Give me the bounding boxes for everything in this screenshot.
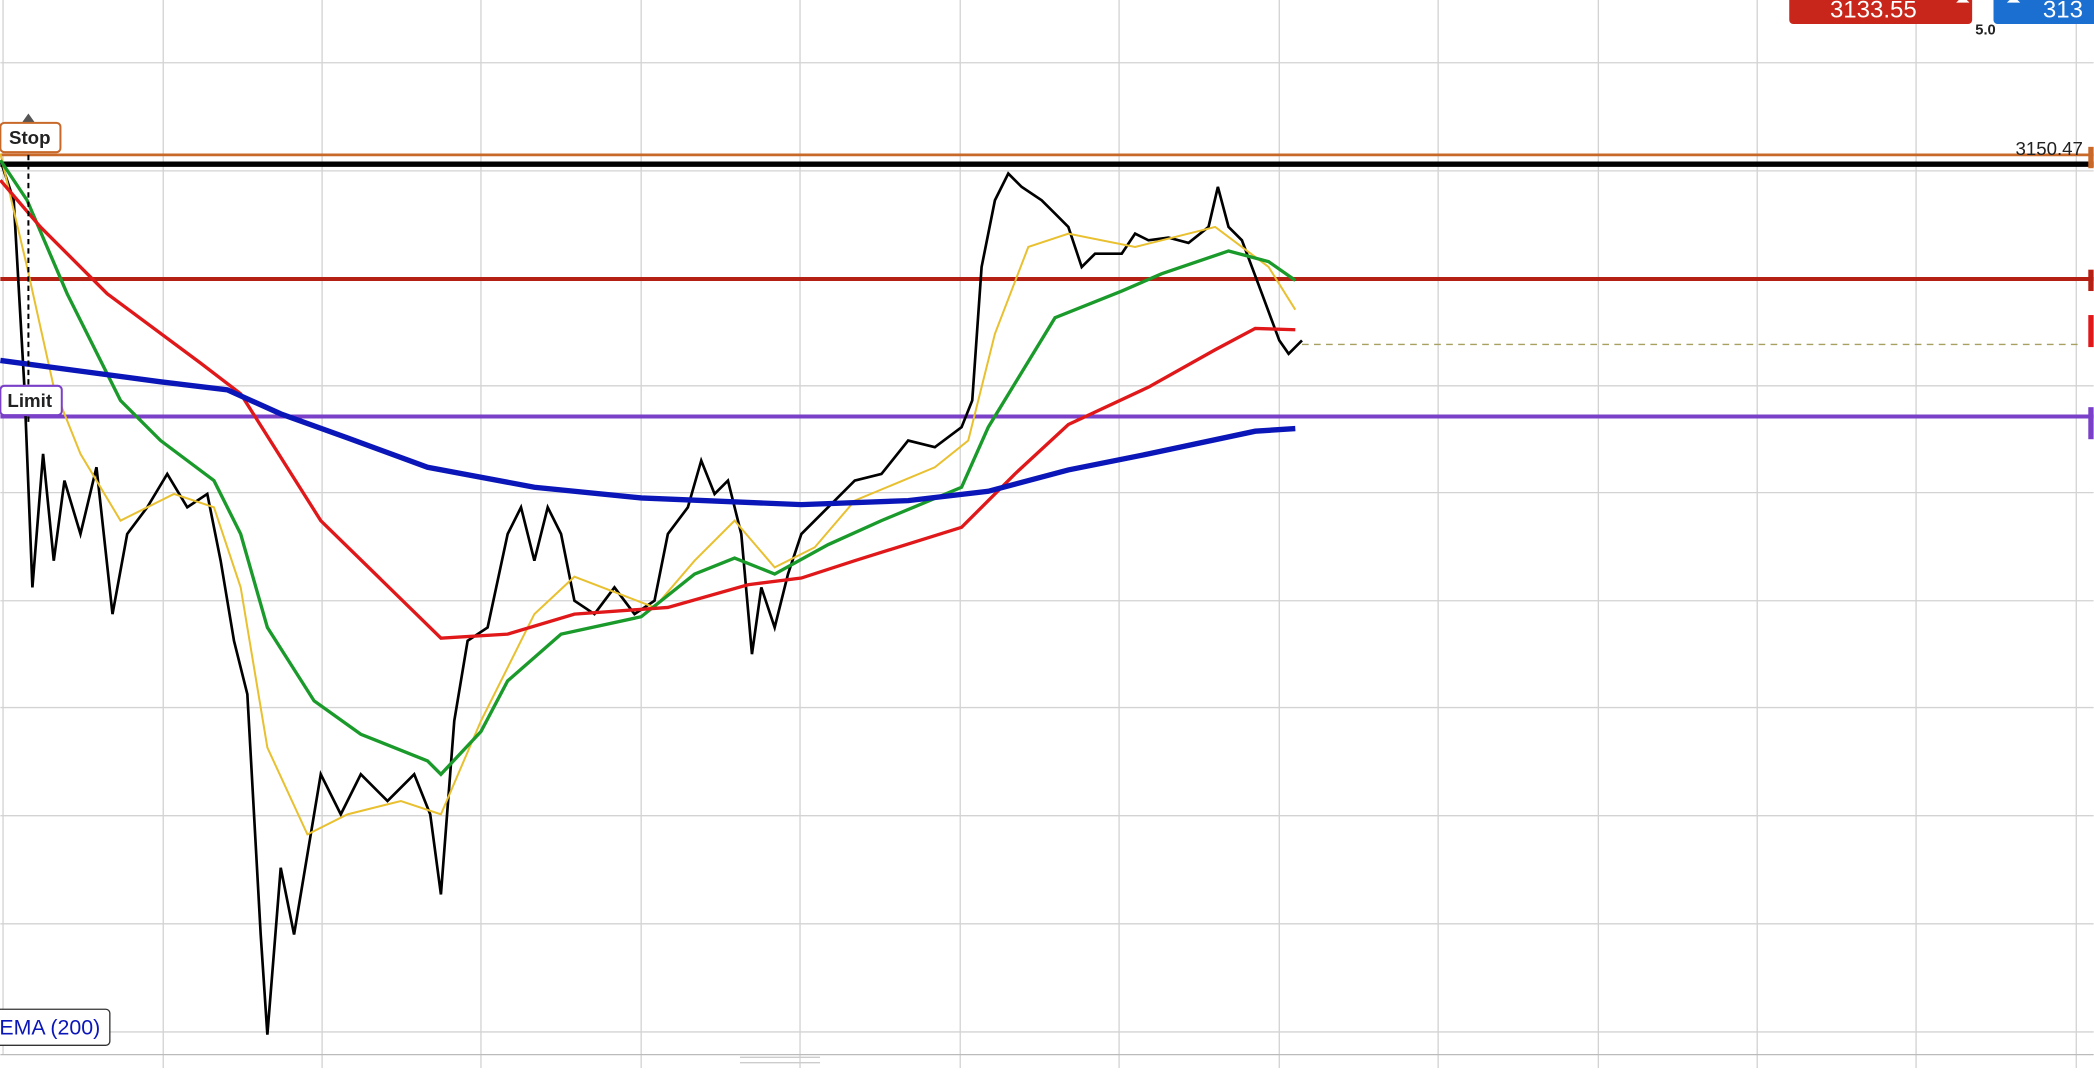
indicator-box[interactable] [0, 1008, 111, 1046]
sell-arrow [1956, 0, 1970, 3]
buy-arrow [2006, 0, 2021, 3]
limit-order-box[interactable] [0, 384, 63, 417]
buy-price: 313 [2043, 0, 2083, 23]
price-level-label: 3150.47 [2015, 138, 2083, 159]
stop-order-box[interactable] [0, 121, 62, 154]
limit-label: Limit [7, 390, 52, 411]
ema-200 [0, 357, 1296, 508]
price-candles [0, 159, 1303, 1035]
sell-button[interactable] [1789, 0, 1973, 25]
edge-marker [2088, 269, 2094, 292]
indicator-label: EMA (200) [0, 1016, 100, 1040]
edge-marker [2088, 407, 2094, 440]
ema-medium [0, 159, 1297, 777]
ema-fast [0, 153, 1297, 836]
stop-arrow [21, 113, 36, 123]
ema-slow [0, 179, 1296, 640]
sell-price: 3133.55 [1830, 0, 1917, 23]
edge-marker [2088, 146, 2094, 169]
buy-button[interactable] [1993, 0, 2094, 25]
stop-label: Stop [9, 127, 50, 148]
edge-marker [2088, 315, 2094, 348]
spread: 5.0 [1975, 23, 1995, 39]
